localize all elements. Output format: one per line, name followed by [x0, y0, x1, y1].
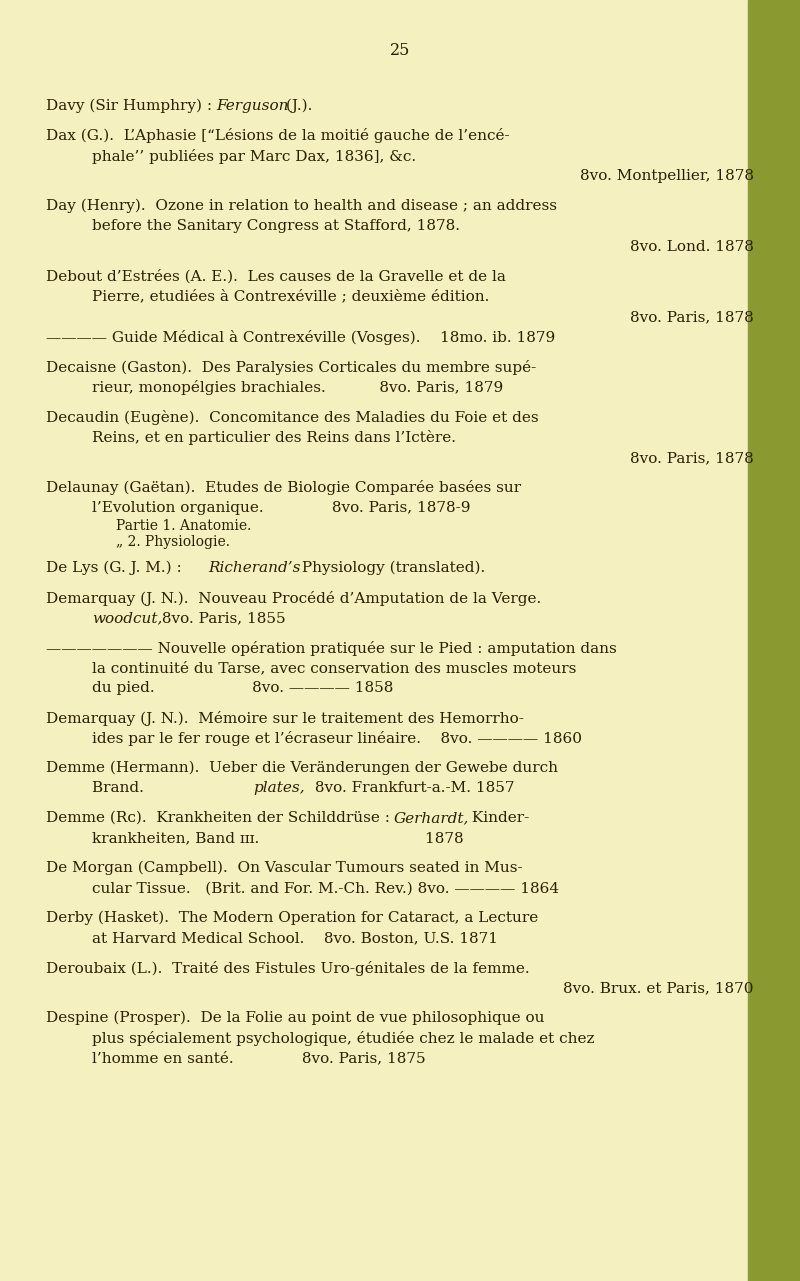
Text: krankheiten, Band ɪɪɪ.                                  1878: krankheiten, Band ɪɪɪ. 1878 [92, 831, 464, 845]
Text: (J.).: (J.). [281, 99, 312, 113]
Text: Demarquay (J. N.).  Nouveau Procédé d’Amputation de la Verge.: Demarquay (J. N.). Nouveau Procédé d’Amp… [46, 591, 542, 606]
Text: 25: 25 [390, 42, 410, 59]
Text: ides par le fer rouge et l’écraseur linéaire.    8vo. ———— 1860: ides par le fer rouge et l’écraseur liné… [92, 731, 582, 747]
Text: Ferguson: Ferguson [216, 99, 289, 113]
Text: Dax (G.).  L’Aphasie [“Lésions de la moitié gauche de l’encé-: Dax (G.). L’Aphasie [“Lésions de la moit… [46, 128, 510, 143]
Text: la continuité du Tarse, avec conservation des muscles moteurs: la continuité du Tarse, avec conservatio… [92, 661, 576, 675]
Text: Richerand’s: Richerand’s [208, 561, 301, 575]
Text: ——————— Nouvelle opération pratiquée sur le Pied : amputation dans: ——————— Nouvelle opération pratiquée sur… [46, 640, 617, 656]
Text: ———— Guide Médical à Contrexéville (Vosges).    18mo. ib. 1879: ———— Guide Médical à Contrexéville (Vosg… [46, 330, 556, 346]
Text: Gerhardt,: Gerhardt, [394, 811, 470, 825]
Text: Davy (Sir Humphry) :: Davy (Sir Humphry) : [46, 99, 218, 113]
Text: De Lys (G. J. M.) :: De Lys (G. J. M.) : [46, 561, 187, 575]
Text: Pierre, etudiées à Contrexéville ; deuxième édition.: Pierre, etudiées à Contrexéville ; deuxi… [92, 290, 490, 304]
Text: „ 2. Physiologie.: „ 2. Physiologie. [116, 535, 230, 550]
Text: 8vo. Paris, 1855: 8vo. Paris, 1855 [157, 611, 286, 625]
Text: Kinder-: Kinder- [467, 811, 529, 825]
Text: Debout d’Estrées (A. E.).  Les causes de la Gravelle et de la: Debout d’Estrées (A. E.). Les causes de … [46, 269, 506, 283]
Text: Deroubaix (L.).  Traité des Fistules Uro-génitales de la femme.: Deroubaix (L.). Traité des Fistules Uro-… [46, 961, 530, 976]
Text: woodcut,: woodcut, [92, 611, 162, 625]
Text: 8vo. Montpellier, 1878: 8vo. Montpellier, 1878 [579, 169, 754, 183]
Text: Partie 1. Anatomie.: Partie 1. Anatomie. [116, 519, 251, 533]
Text: Physiology (translated).: Physiology (translated). [297, 561, 486, 575]
Text: cular Tissue.   (Brit. and For. M.-Ch. Rev.) 8vo. ———— 1864: cular Tissue. (Brit. and For. M.-Ch. Rev… [92, 881, 559, 895]
Text: Despine (Prosper).  De la Folie au point de vue philosophique ou: Despine (Prosper). De la Folie au point … [46, 1011, 545, 1025]
Text: Demarquay (J. N.).  Mémoire sur le traitement des Hemorrho-: Demarquay (J. N.). Mémoire sur le traite… [46, 711, 524, 726]
Text: 8vo. Paris, 1878: 8vo. Paris, 1878 [630, 451, 754, 465]
Text: De Morgan (Campbell).  On Vascular Tumours seated in Mus-: De Morgan (Campbell). On Vascular Tumour… [46, 861, 523, 875]
Text: Delaunay (Gaëtan).  Etudes de Biologie Comparée basées sur: Delaunay (Gaëtan). Etudes de Biologie Co… [46, 480, 522, 496]
Text: Demme (Rᴄ).  Krankheiten der Schilddrüse :: Demme (Rᴄ). Krankheiten der Schilddrüse … [46, 811, 395, 825]
Text: 8vo. Paris, 1878: 8vo. Paris, 1878 [630, 310, 754, 324]
Text: Reins, et en particulier des Reins dans l’Ictère.: Reins, et en particulier des Reins dans … [92, 430, 456, 446]
Text: 8vo. Brux. et Paris, 1870: 8vo. Brux. et Paris, 1870 [563, 981, 754, 995]
Text: Decaisne (Gaston).  Des Paralysies Corticales du membre supé-: Decaisne (Gaston). Des Paralysies Cortic… [46, 360, 537, 375]
Text: phale’’ publiées par Marc Dax, 1836], &c.: phale’’ publiées par Marc Dax, 1836], &c… [92, 149, 416, 164]
Text: l’homme en santé.              8vo. Paris, 1875: l’homme en santé. 8vo. Paris, 1875 [92, 1052, 426, 1066]
Text: du pied.                    8vo. ———— 1858: du pied. 8vo. ———— 1858 [92, 681, 394, 696]
Text: Decaudin (Eugène).  Concomitance des Maladies du Foie et des: Decaudin (Eugène). Concomitance des Mala… [46, 410, 539, 425]
Text: Brand.: Brand. [92, 781, 212, 796]
Text: 8vo. Lond. 1878: 8vo. Lond. 1878 [630, 240, 754, 254]
Bar [748, 0, 800, 1281]
Text: plus spécialement psychologique, étudiée chez le malade et chez: plus spécialement psychologique, étudiée… [92, 1031, 594, 1047]
Text: Derby (Hasket).  The Modern Operation for Cataract, a Lecture: Derby (Hasket). The Modern Operation for… [46, 911, 538, 925]
Text: 8vo. Frankfurt-a.-M. 1857: 8vo. Frankfurt-a.-M. 1857 [310, 781, 514, 796]
Text: Day (Henry).  Ozone in relation to health and disease ; an address: Day (Henry). Ozone in relation to health… [46, 199, 558, 213]
Text: at Harvard Medical School.    8vo. Boston, U.S. 1871: at Harvard Medical School. 8vo. Boston, … [92, 931, 498, 945]
Text: Demme (Hermann).  Ueber die Veränderungen der Gewebe durch: Demme (Hermann). Ueber die Veränderungen… [46, 761, 558, 775]
Text: before the Sanitary Congress at Stafford, 1878.: before the Sanitary Congress at Stafford… [92, 219, 460, 233]
Text: l’Evolution organique.              8vo. Paris, 1878-9: l’Evolution organique. 8vo. Paris, 1878-… [92, 501, 470, 515]
Text: plates,: plates, [254, 781, 306, 796]
Text: rieur, monopélgies brachiales.           8vo. Paris, 1879: rieur, monopélgies brachiales. 8vo. Pari… [92, 380, 503, 396]
